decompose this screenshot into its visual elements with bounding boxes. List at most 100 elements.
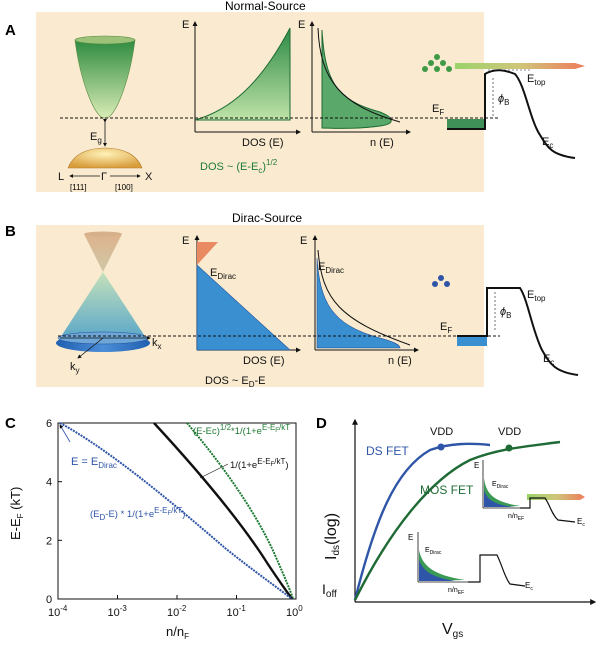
dos-b-ylabel: E: [182, 235, 189, 247]
ef-label-b: EF: [440, 321, 452, 335]
panel-a-letter: A: [5, 22, 16, 39]
black-label-pointer: [199, 463, 229, 479]
ef-label-a: EF: [432, 103, 444, 117]
c-x-tick-label: 100: [286, 604, 303, 619]
dos-b-xlabel: DOS (E): [243, 355, 285, 367]
c-y-tick-label: 4: [46, 477, 52, 489]
electron-dot: [438, 275, 444, 281]
electron-dot: [422, 66, 428, 72]
ec-label-b: Ec: [543, 353, 554, 367]
c-x-tick-label: 10-2: [167, 604, 187, 619]
inset-mos-edirac: EDirac: [492, 481, 509, 490]
valence-hill: [67, 147, 143, 169]
inset-ds-e: E: [408, 533, 413, 542]
vdd1-dot: [437, 443, 445, 451]
source-occupation-a: [447, 119, 485, 129]
edirac-arrow: [59, 424, 71, 443]
panel-b-occupation-plot: E EDirac n (E): [300, 235, 419, 367]
panel-b: B Dirac-Source kx ky E EDirac DOS (E) DO…: [5, 211, 585, 389]
source-occupation-b: [457, 336, 487, 346]
c-ylabel: E-EF (kT): [8, 487, 25, 540]
c-black-label: 1/(1+eE-EF/kT): [230, 457, 289, 471]
dos-b-edirac-label: EDirac: [210, 267, 236, 281]
c-xlabel: n/nF: [166, 624, 189, 641]
upper-cone-top: [84, 231, 122, 237]
panel-b-dos-plot: E EDirac DOS (E) DOS ~ ED-E: [182, 235, 301, 389]
panel-a-dos-plot: E DOS (E) DOS ~ (E-Ec)1/2: [182, 19, 301, 175]
inset-mos-nx: n/nEF: [508, 513, 524, 522]
electron-dot: [434, 54, 440, 60]
occ-a-fill: [321, 29, 392, 129]
ky-axis: [77, 337, 104, 359]
phi-b-label-a: ϕB: [498, 93, 509, 107]
d-ylabel: Ids(log): [323, 513, 342, 560]
inset-mos-band: [520, 497, 576, 523]
inset-ds-band: [468, 554, 526, 587]
d-xlabel: Vgs: [442, 621, 463, 640]
dirac-cone: kx ky: [56, 231, 162, 375]
panel-c: C 0 2 4 6 10-4 10-3 10-2 10-1 100 E = EDirac (E…: [5, 415, 303, 641]
dos-b-lower-triangle: [196, 264, 291, 351]
electron-dot: [440, 60, 446, 66]
occ-b-fill: [316, 257, 401, 349]
l-label: L: [58, 171, 64, 183]
dir-100-label: [100]: [115, 183, 133, 192]
dos-b-formula: DOS ~ ED-E: [205, 375, 266, 389]
dos-a-formula: DOS ~ (E-Ec)1/2: [200, 158, 278, 175]
c-y-tick-label: 0: [46, 594, 52, 606]
inset-ds-ec: Ec: [525, 581, 533, 592]
c-x-tick-label: 10-1: [227, 604, 247, 619]
panel-b-letter: B: [5, 223, 16, 240]
electron-dot: [444, 281, 450, 287]
panel-d-letter: D: [316, 415, 327, 432]
ds-fet-label: DS FET: [366, 444, 409, 458]
panel-b-title: Dirac-Source: [232, 211, 302, 225]
ky-label: ky: [70, 361, 80, 375]
panel-d: D VDD VDD DS FET MOS FET Ids(log) Vgs Io…: [316, 415, 597, 640]
inset-mos-fill-blue: [484, 490, 515, 507]
lower-cone: [60, 272, 146, 338]
inset-mos-e: E: [474, 461, 479, 470]
panel-a-occupation-plot: E n (E): [298, 19, 411, 149]
thermionic-arrow: [455, 63, 585, 69]
ds-fet-curve: [353, 442, 491, 601]
panel-a-band-diagram: EF ϕB Etop Ec: [422, 54, 585, 159]
electron-dot: [446, 66, 452, 72]
dos-a-ylabel: E: [182, 19, 189, 31]
panel-b-band-diagram: EF ϕB Etop Ec: [432, 275, 585, 376]
panel-a-title: Normal-Source: [225, 0, 306, 13]
mos-fet-label: MOS FET: [420, 483, 474, 497]
c-y-tick-label: 6: [46, 418, 52, 430]
conduction-band-a: [447, 69, 576, 159]
phi-b-label-b: ϕB: [500, 306, 511, 320]
ec-label-a: Ec: [542, 136, 553, 150]
occ-b-edirac-label: EDirac: [318, 261, 344, 275]
inset-ds: E EDirac n/nEF Ec: [408, 532, 533, 596]
dos-a-xlabel: DOS (E): [242, 137, 284, 149]
curve-blue: [59, 422, 293, 600]
vdd1-label: VDD: [430, 426, 453, 438]
x-label: X: [145, 171, 153, 183]
inset-mos-arrow: [527, 494, 585, 500]
occ-b-xlabel: n (E): [388, 355, 412, 367]
c-x-tick-label: 10-4: [48, 604, 68, 619]
c-green-label: (E-Ec)1/2*1/(1+eE-EF/kT: [193, 423, 290, 437]
inset-mos-fill-green: [484, 478, 520, 507]
inset-ds-fill-green: [419, 550, 465, 581]
c-blue-label: (ED-E) * 1/(1+eE-EF/kT): [90, 506, 185, 522]
occ-a-ylabel: E: [298, 19, 305, 31]
inset-ds-nx: n/nEF: [448, 587, 464, 596]
inset-ds-fill-blue: [419, 560, 455, 581]
inset-mos: E EDirac n/nEF Ec: [474, 460, 585, 528]
ioff-label: Ioff: [322, 581, 337, 600]
curve-green: [186, 422, 294, 600]
dos-a-curve-fill: [194, 27, 291, 121]
electron-dot: [432, 281, 438, 287]
inset-ds-edirac: EDirac: [425, 547, 442, 556]
conduction-valley-top: [74, 35, 136, 45]
c-x-tick-label: 10-3: [108, 604, 128, 619]
panel-c-x-ticks: 10-4 10-3 10-2 10-1 100: [48, 595, 303, 619]
c-y-tick-label: 2: [46, 535, 52, 547]
occ-b-ylabel: E: [300, 235, 307, 247]
